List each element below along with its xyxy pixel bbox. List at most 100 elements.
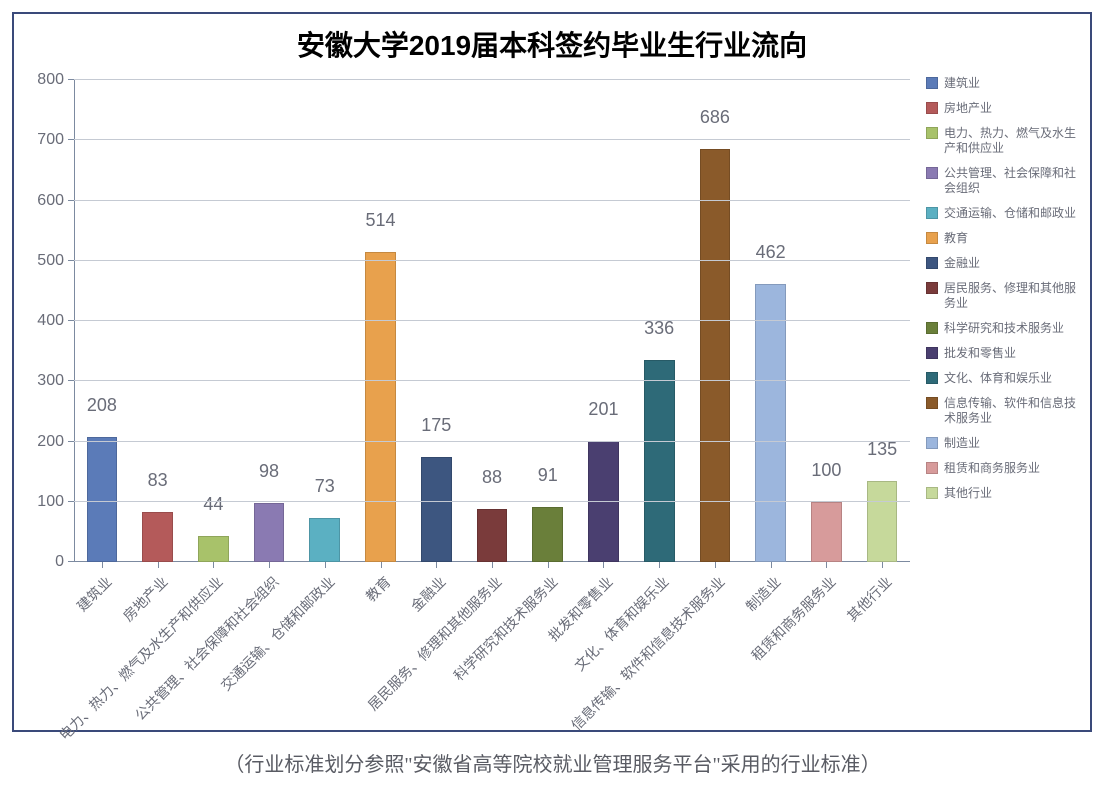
legend-swatch bbox=[926, 487, 938, 499]
bar-value-label: 514 bbox=[366, 210, 396, 231]
legend-swatch bbox=[926, 322, 938, 334]
bar bbox=[365, 252, 396, 562]
x-tick bbox=[659, 562, 660, 568]
legend-item: 文化、体育和娱乐业 bbox=[926, 371, 1082, 386]
legend-label: 科学研究和技术服务业 bbox=[944, 321, 1064, 336]
bar bbox=[254, 503, 285, 562]
legend-item: 其他行业 bbox=[926, 486, 1082, 501]
chart-container: 安徽大学2019届本科签约毕业生行业流向 2088344987351417588… bbox=[12, 12, 1092, 732]
gridline bbox=[74, 260, 910, 261]
legend-swatch bbox=[926, 127, 938, 139]
bar-value-label: 201 bbox=[588, 399, 618, 420]
legend-item: 交通运输、仓储和邮政业 bbox=[926, 206, 1082, 221]
legend-label: 信息传输、软件和信息技术服务业 bbox=[944, 396, 1078, 426]
gridline bbox=[74, 441, 910, 442]
legend-item: 金融业 bbox=[926, 256, 1082, 271]
chart-title: 安徽大学2019届本科签约毕业生行业流向 bbox=[14, 14, 1090, 70]
y-tick bbox=[68, 320, 74, 321]
bar bbox=[755, 284, 786, 562]
x-tick bbox=[492, 562, 493, 568]
bar-value-label: 100 bbox=[811, 460, 841, 481]
x-tick bbox=[826, 562, 827, 568]
legend-item: 电力、热力、燃气及水生产和供应业 bbox=[926, 126, 1082, 156]
y-tick bbox=[68, 380, 74, 381]
legend-label: 教育 bbox=[944, 231, 968, 246]
legend-label: 金融业 bbox=[944, 256, 980, 271]
y-tick bbox=[68, 200, 74, 201]
x-tick bbox=[771, 562, 772, 568]
legend-swatch bbox=[926, 207, 938, 219]
bar bbox=[532, 507, 563, 562]
y-tick bbox=[68, 260, 74, 261]
x-tick-label: 教育 bbox=[361, 572, 395, 606]
x-tick bbox=[102, 562, 103, 568]
plot-area: 208834498735141758891201336686462100135 … bbox=[74, 80, 910, 562]
legend-label: 其他行业 bbox=[944, 486, 992, 501]
x-tick-label: 其他行业 bbox=[843, 572, 897, 626]
gridline bbox=[74, 380, 910, 381]
footnote: （行业标准划分参照"安徽省高等院校就业管理服务平台"采用的行业标准） bbox=[0, 748, 1105, 777]
bar bbox=[198, 536, 229, 563]
legend-swatch bbox=[926, 232, 938, 244]
y-tick bbox=[68, 79, 74, 80]
bar bbox=[309, 518, 340, 562]
bar-value-label: 83 bbox=[148, 470, 168, 491]
legend-swatch bbox=[926, 372, 938, 384]
bar-value-label: 73 bbox=[315, 476, 335, 497]
y-tick-label: 300 bbox=[37, 372, 64, 390]
legend-label: 交通运输、仓储和邮政业 bbox=[944, 206, 1076, 221]
legend-swatch bbox=[926, 77, 938, 89]
bar bbox=[421, 457, 452, 562]
gridline bbox=[74, 139, 910, 140]
y-tick-label: 600 bbox=[37, 192, 64, 210]
legend-label: 文化、体育和娱乐业 bbox=[944, 371, 1052, 386]
bar bbox=[87, 437, 118, 562]
legend-label: 电力、热力、燃气及水生产和供应业 bbox=[944, 126, 1078, 156]
legend-swatch bbox=[926, 437, 938, 449]
bar-value-label: 88 bbox=[482, 467, 502, 488]
bar-value-label: 91 bbox=[538, 465, 558, 486]
x-tick bbox=[325, 562, 326, 568]
x-tick bbox=[548, 562, 549, 568]
bar-value-label: 98 bbox=[259, 461, 279, 482]
legend-item: 教育 bbox=[926, 231, 1082, 246]
gridline bbox=[74, 320, 910, 321]
bars-layer: 208834498735141758891201336686462100135 bbox=[74, 80, 910, 562]
y-tick-label: 100 bbox=[37, 493, 64, 511]
bar bbox=[142, 512, 173, 562]
legend-label: 批发和零售业 bbox=[944, 346, 1016, 361]
y-tick-label: 200 bbox=[37, 433, 64, 451]
legend-item: 房地产业 bbox=[926, 101, 1082, 116]
bar bbox=[811, 502, 842, 562]
legend-label: 房地产业 bbox=[944, 101, 992, 116]
y-tick bbox=[68, 441, 74, 442]
y-tick-label: 700 bbox=[37, 131, 64, 149]
bar-value-label: 175 bbox=[421, 415, 451, 436]
bar bbox=[477, 509, 508, 562]
legend-label: 居民服务、修理和其他服务业 bbox=[944, 281, 1078, 311]
x-tick bbox=[381, 562, 382, 568]
chart-body: 208834498735141758891201336686462100135 … bbox=[14, 70, 1090, 732]
legend-swatch bbox=[926, 397, 938, 409]
legend-swatch bbox=[926, 102, 938, 114]
x-tick bbox=[882, 562, 883, 568]
legend-item: 居民服务、修理和其他服务业 bbox=[926, 281, 1082, 311]
legend-item: 批发和零售业 bbox=[926, 346, 1082, 361]
y-tick-label: 0 bbox=[55, 553, 64, 571]
x-tick-label: 金融业 bbox=[407, 572, 451, 616]
legend-label: 公共管理、社会保障和社会组织 bbox=[944, 166, 1078, 196]
gridline bbox=[74, 79, 910, 80]
y-tick-label: 400 bbox=[37, 312, 64, 330]
gridline bbox=[74, 200, 910, 201]
legend-swatch bbox=[926, 462, 938, 474]
x-tick-label: 房地产业 bbox=[118, 572, 172, 626]
legend-swatch bbox=[926, 347, 938, 359]
legend-item: 制造业 bbox=[926, 436, 1082, 451]
x-tick bbox=[603, 562, 604, 568]
bar-value-label: 135 bbox=[867, 439, 897, 460]
y-tick bbox=[68, 501, 74, 502]
x-tick-label: 制造业 bbox=[741, 572, 785, 616]
y-tick bbox=[68, 561, 74, 562]
y-tick-label: 500 bbox=[37, 252, 64, 270]
legend-swatch bbox=[926, 257, 938, 269]
